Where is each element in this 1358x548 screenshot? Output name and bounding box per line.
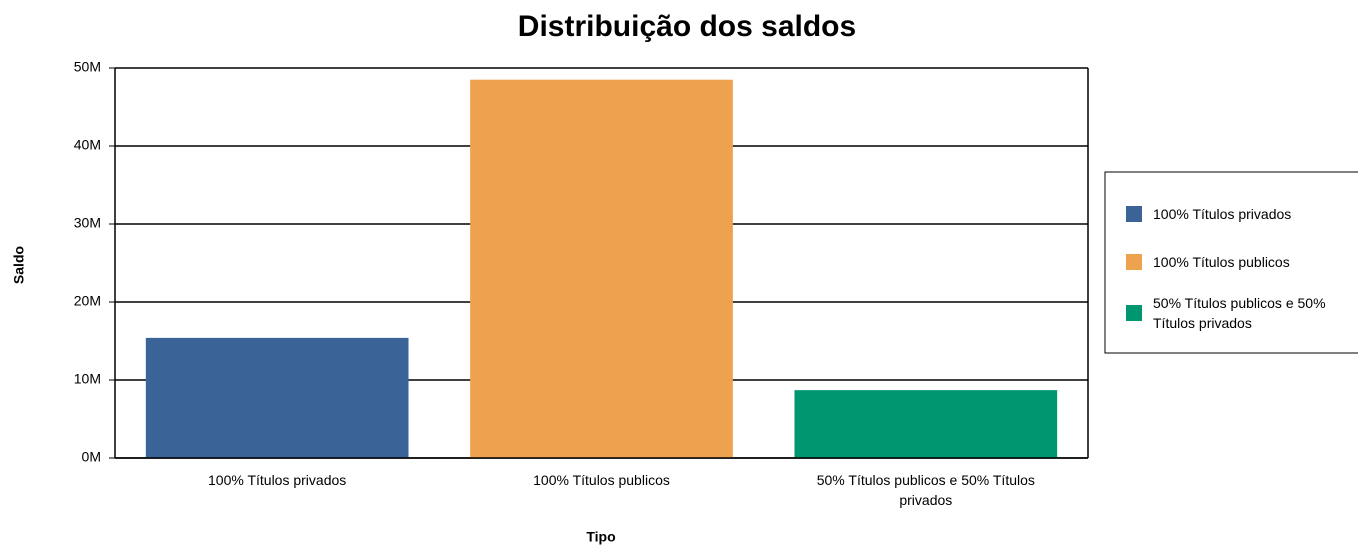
y-tick-label: 40M <box>74 137 101 153</box>
y-tick-label: 30M <box>74 215 101 231</box>
y-axis-label: Saldo <box>11 246 27 284</box>
y-tick-label: 50M <box>74 59 101 75</box>
legend-label: 50% Títulos publicos e 50% Títulos priva… <box>1153 295 1326 331</box>
x-tick-label: 50% Títulos publicos e 50% Títulos priva… <box>816 472 1035 508</box>
bar <box>470 79 733 458</box>
legend-label: 100% Títulos privados <box>1153 206 1292 222</box>
y-tick-label: 0M <box>82 449 101 465</box>
legend-swatch <box>1126 305 1142 321</box>
chart-title: Distribuição dos saldos <box>518 10 856 43</box>
x-tick-label: 100% Títulos publicos <box>533 472 670 488</box>
bar <box>145 337 409 458</box>
bar <box>794 390 1058 458</box>
legend-swatch <box>1126 254 1142 270</box>
y-tick-label: 20M <box>74 293 101 309</box>
legend-label: 100% Títulos publicos <box>1153 254 1290 270</box>
x-axis-label: Tipo <box>586 529 615 545</box>
y-tick-label: 10M <box>74 371 101 387</box>
legend-box <box>1104 171 1358 354</box>
x-tick-label: 100% Títulos privados <box>208 472 347 488</box>
legend-swatch <box>1126 206 1142 222</box>
